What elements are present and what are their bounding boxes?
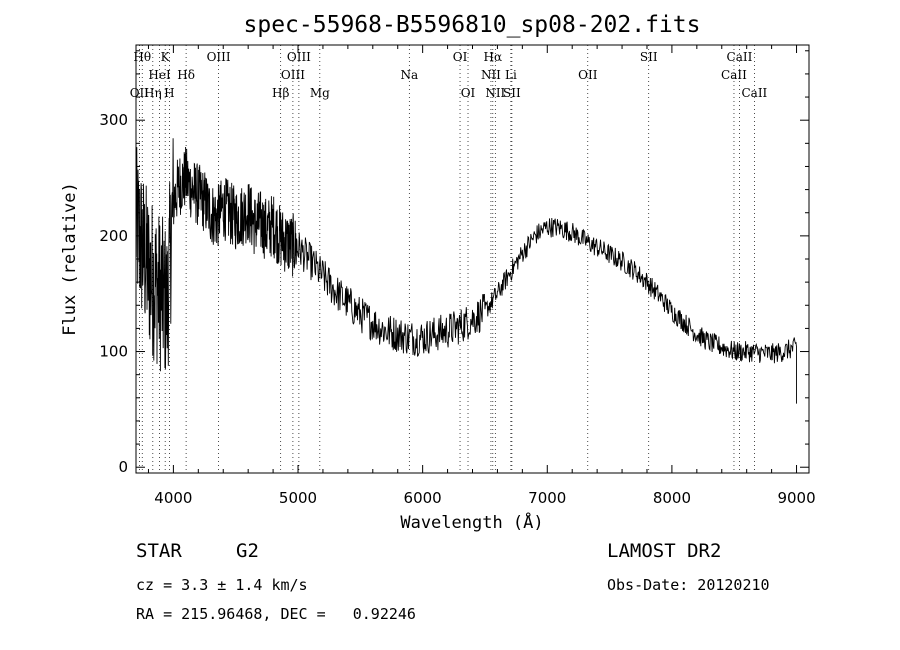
spectral-line-label: OI [461,86,476,100]
spectral-line-label: Li [505,68,517,82]
x-tick-label: 4000 [154,489,192,507]
spectral-line-label: OIII [281,68,305,82]
spectral-line-label: Na [400,68,418,82]
spectral-line-markers: OII Hθ Hη HeI K HHδ OIII Hβ OIII OIII Mg Na OI OI NII H… [130,45,768,473]
x-axis-ticks: 4000 5000 6000 7000 8000 9000 [147,45,816,507]
x-tick-label: 6000 [404,489,442,507]
x-tick-label: 8000 [653,489,691,507]
x-tick-label: 5000 [279,489,317,507]
spectral-line-label: Mg [310,86,330,100]
y-tick-label: 100 [99,343,128,361]
spectrum-line [135,138,797,404]
chart-title: spec-55968-B5596810_sp08-202.fits [244,12,701,38]
spectral-line-label: CaII [727,50,753,64]
spectral-line-label: H [164,86,174,100]
x-tick-label: 7000 [528,489,566,507]
spectral-line-label: OII [130,86,150,100]
spectral-line-label: NII [485,86,505,100]
survey-name: LAMOST DR2 [607,540,722,562]
spectral-line-label: Hθ [133,50,151,64]
spectral-line-label: SII [640,50,658,64]
spectral-line-label: OI [453,50,468,64]
spectral-line-label: Hα [484,50,503,64]
spectral-line-label: Hδ [177,68,195,82]
spectral-line-label: Hη [144,86,162,100]
spectrum-chart: spec-55968-B5596810_sp08-202.fits OII Hθ H… [60,12,816,533]
y-tick-label: 0 [118,458,128,476]
y-axis-label: Flux (relative) [60,182,80,336]
plot-frame [135,44,810,474]
spectral-line-label: Hβ [272,86,289,100]
spectral-line-label: NII [481,68,501,82]
object-subclass: G2 [236,540,259,562]
observation-date: Obs-Date: 20120210 [607,576,770,594]
object-class: STAR [136,540,182,562]
y-tick-label: 300 [99,111,128,129]
y-tick-label: 200 [99,227,128,245]
spectral-line-label: OIII [287,50,311,64]
spectrum-series [135,138,797,404]
spectral-line-label: OII [578,68,598,82]
spectral-line-label: CaII [721,68,747,82]
spectral-line-label: HeI [148,68,171,82]
spectral-line-label: K [161,50,171,64]
y-axis-ticks: 0 100 200 300 [99,50,809,476]
spectral-line-label: CaII [741,86,767,100]
x-axis-label: Wavelength (Å) [400,511,543,533]
spectral-line-label: OIII [207,50,231,64]
redshift-cz: cz = 3.3 ± 1.4 km/s [136,576,308,594]
ra-dec-coordinates: RA = 215.96468, DEC = 0.92246 [136,605,416,623]
spectral-line-label: SII [503,86,521,100]
x-tick-label: 9000 [777,489,815,507]
